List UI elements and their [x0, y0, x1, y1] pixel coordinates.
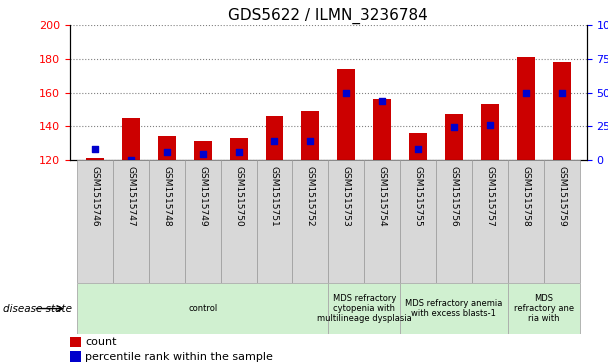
Bar — [149, 160, 185, 283]
Bar — [122, 118, 140, 160]
Bar — [472, 160, 508, 283]
Bar — [328, 160, 364, 283]
Bar — [158, 136, 176, 160]
Bar — [77, 160, 113, 283]
Bar — [266, 116, 283, 160]
Bar — [445, 114, 463, 160]
Bar — [553, 62, 570, 160]
Point — [413, 146, 423, 152]
Point — [342, 90, 351, 95]
Text: GSM1515751: GSM1515751 — [270, 166, 279, 227]
Text: MDS refractory
cytopenia with
multilineage dysplasia: MDS refractory cytopenia with multilinea… — [317, 294, 412, 323]
Bar — [400, 283, 508, 334]
Text: percentile rank within the sample: percentile rank within the sample — [85, 352, 274, 362]
Bar — [221, 160, 257, 283]
Text: MDS refractory anemia
with excess blasts-1: MDS refractory anemia with excess blasts… — [406, 299, 503, 318]
Bar — [508, 160, 544, 283]
Text: GSM1515747: GSM1515747 — [126, 166, 136, 227]
Text: GSM1515749: GSM1515749 — [198, 166, 207, 227]
Text: GSM1515759: GSM1515759 — [557, 166, 566, 227]
Bar — [373, 99, 391, 160]
Bar — [257, 160, 292, 283]
Point — [269, 138, 279, 144]
Bar — [70, 337, 81, 347]
Text: GSM1515754: GSM1515754 — [378, 166, 387, 227]
Bar — [113, 160, 149, 283]
Bar — [185, 160, 221, 283]
Title: GDS5622 / ILMN_3236784: GDS5622 / ILMN_3236784 — [229, 8, 428, 24]
Bar — [328, 283, 400, 334]
Point — [485, 122, 495, 128]
Text: GSM1515757: GSM1515757 — [485, 166, 494, 227]
Point — [233, 149, 243, 155]
Text: GSM1515753: GSM1515753 — [342, 166, 351, 227]
Bar — [292, 160, 328, 283]
Bar — [409, 133, 427, 160]
Point — [521, 90, 531, 95]
Point — [557, 90, 567, 95]
Text: GSM1515752: GSM1515752 — [306, 166, 315, 227]
Text: GSM1515756: GSM1515756 — [449, 166, 458, 227]
Point — [449, 125, 459, 130]
Text: count: count — [85, 337, 117, 347]
Bar — [517, 57, 534, 160]
Bar — [508, 283, 579, 334]
Bar — [77, 283, 328, 334]
Bar — [230, 138, 247, 160]
Bar — [302, 111, 319, 160]
Bar — [481, 104, 499, 160]
Point — [378, 98, 387, 103]
Point — [126, 157, 136, 163]
Point — [90, 146, 100, 152]
Bar — [70, 351, 81, 362]
Text: GSM1515755: GSM1515755 — [413, 166, 423, 227]
Bar — [436, 160, 472, 283]
Text: GSM1515746: GSM1515746 — [91, 166, 100, 227]
Point — [305, 138, 315, 144]
Bar — [364, 160, 400, 283]
Bar — [400, 160, 436, 283]
Bar — [86, 158, 104, 160]
Bar — [337, 69, 355, 160]
Point — [162, 149, 171, 155]
Text: GSM1515750: GSM1515750 — [234, 166, 243, 227]
Bar — [544, 160, 579, 283]
Text: GSM1515758: GSM1515758 — [521, 166, 530, 227]
Text: disease state: disease state — [3, 303, 72, 314]
Text: GSM1515748: GSM1515748 — [162, 166, 171, 227]
Text: control: control — [188, 304, 217, 313]
Bar — [194, 141, 212, 160]
Point — [198, 151, 207, 157]
Text: MDS
refractory ane
ria with: MDS refractory ane ria with — [514, 294, 574, 323]
